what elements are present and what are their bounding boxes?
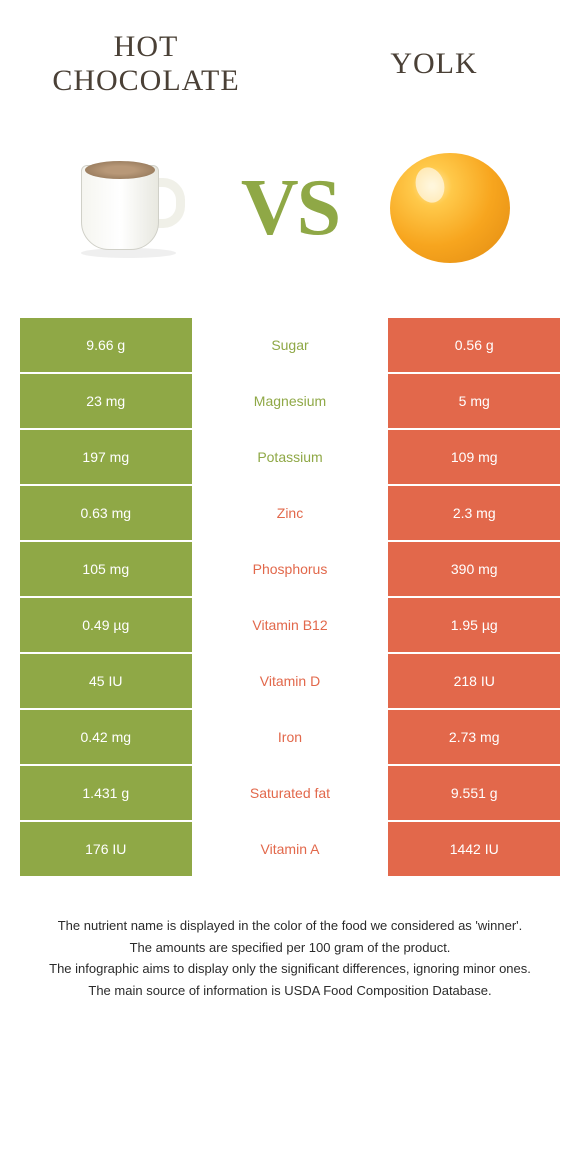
- right-value: 5 mg: [388, 374, 560, 428]
- nutrient-name: Saturated fat: [194, 766, 387, 820]
- nutrient-name: Potassium: [194, 430, 387, 484]
- right-value: 0.56 g: [388, 318, 560, 372]
- right-value: 1442 IU: [388, 822, 560, 876]
- left-value: 197 mg: [20, 430, 192, 484]
- right-value: 390 mg: [388, 542, 560, 596]
- right-value: 9.551 g: [388, 766, 560, 820]
- nutrient-name: Vitamin B12: [194, 598, 387, 652]
- nutrient-name: Vitamin A: [194, 822, 387, 876]
- nutrient-name: Phosphorus: [194, 542, 387, 596]
- right-value: 109 mg: [388, 430, 560, 484]
- left-value: 0.63 mg: [20, 486, 192, 540]
- table-row: 0.49 µgVitamin B121.95 µg: [20, 598, 560, 652]
- title-left: HOT CHOCOLATE: [50, 30, 242, 98]
- right-value: 218 IU: [388, 654, 560, 708]
- right-value: 2.73 mg: [388, 710, 560, 764]
- title-right: YOLK: [338, 47, 530, 81]
- nutrient-name: Magnesium: [194, 374, 387, 428]
- table-row: 0.42 mgIron2.73 mg: [20, 710, 560, 764]
- nutrient-name: Sugar: [194, 318, 387, 372]
- left-value: 1.431 g: [20, 766, 192, 820]
- right-value: 1.95 µg: [388, 598, 560, 652]
- nutrient-name: Iron: [194, 710, 387, 764]
- titles-row: HOT CHOCOLATE YOLK: [20, 30, 560, 98]
- table-row: 9.66 gSugar0.56 g: [20, 318, 560, 372]
- footer-line: The amounts are specified per 100 gram o…: [40, 938, 540, 958]
- footer-line: The infographic aims to display only the…: [40, 959, 540, 979]
- table-row: 105 mgPhosphorus390 mg: [20, 542, 560, 596]
- yolk-image: [380, 138, 520, 278]
- table-row: 0.63 mgZinc2.3 mg: [20, 486, 560, 540]
- nutrient-name: Vitamin D: [194, 654, 387, 708]
- left-value: 23 mg: [20, 374, 192, 428]
- footer-line: The nutrient name is displayed in the co…: [40, 916, 540, 936]
- table-row: 1.431 gSaturated fat9.551 g: [20, 766, 560, 820]
- left-value: 105 mg: [20, 542, 192, 596]
- images-row: VS: [20, 138, 560, 278]
- footer-line: The main source of information is USDA F…: [40, 981, 540, 1001]
- nutrient-name: Zinc: [194, 486, 387, 540]
- nutrient-table: 9.66 gSugar0.56 g23 mgMagnesium5 mg197 m…: [20, 318, 560, 876]
- table-row: 23 mgMagnesium5 mg: [20, 374, 560, 428]
- table-row: 197 mgPotassium109 mg: [20, 430, 560, 484]
- hot-chocolate-image: [60, 138, 200, 278]
- left-value: 9.66 g: [20, 318, 192, 372]
- vs-label: VS: [241, 163, 339, 254]
- left-value: 45 IU: [20, 654, 192, 708]
- left-value: 176 IU: [20, 822, 192, 876]
- table-row: 176 IUVitamin A1442 IU: [20, 822, 560, 876]
- left-value: 0.49 µg: [20, 598, 192, 652]
- footer-text: The nutrient name is displayed in the co…: [20, 906, 560, 1000]
- table-row: 45 IUVitamin D218 IU: [20, 654, 560, 708]
- infographic-wrapper: HOT CHOCOLATE YOLK VS 9.66 gSugar0.56 g2…: [0, 0, 580, 1022]
- right-value: 2.3 mg: [388, 486, 560, 540]
- left-value: 0.42 mg: [20, 710, 192, 764]
